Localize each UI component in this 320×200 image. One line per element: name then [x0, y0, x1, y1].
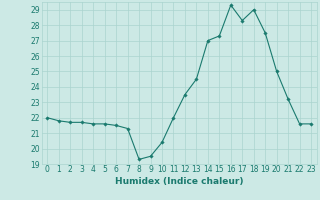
X-axis label: Humidex (Indice chaleur): Humidex (Indice chaleur) — [115, 177, 244, 186]
